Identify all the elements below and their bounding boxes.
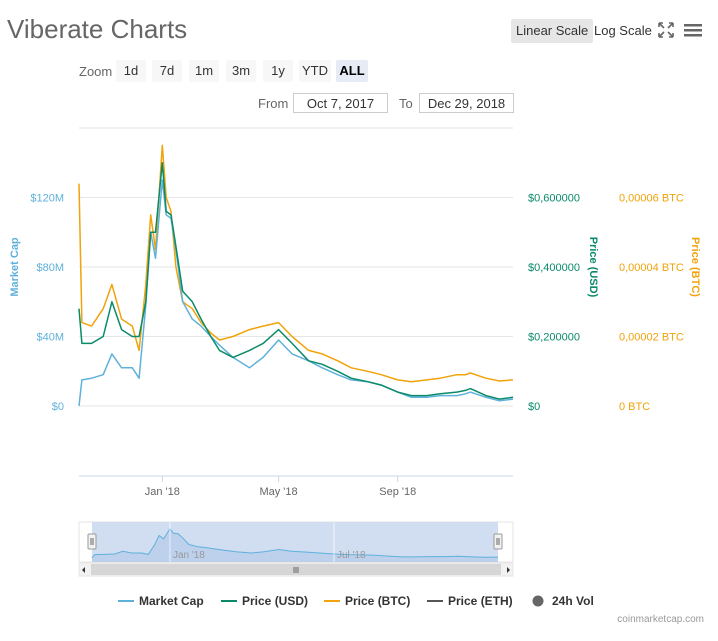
zoom-1m-button[interactable]: 1m bbox=[189, 60, 219, 82]
price-usd-tick: $0,400000 bbox=[528, 262, 580, 274]
navigator-area bbox=[92, 528, 498, 562]
zoom-ytd-button[interactable]: YTD bbox=[299, 60, 331, 82]
navigator-line bbox=[91, 527, 499, 559]
market-cap-axis: $0 $40M $80M $120M Market Cap bbox=[9, 193, 64, 414]
market-cap-tick: $80M bbox=[36, 262, 64, 274]
price-btc-line bbox=[78, 144, 514, 383]
price-usd-axis-title: Price (USD) bbox=[587, 237, 599, 298]
market-cap-axis-title: Market Cap bbox=[9, 237, 21, 297]
log-scale-button[interactable]: Log Scale bbox=[594, 23, 652, 38]
chart-title: Viberate Charts bbox=[7, 14, 188, 44]
price-usd-line bbox=[78, 162, 514, 400]
price-usd-axis: $0 $0,200000 $0,400000 $0,600000 Price (USD) bbox=[528, 193, 599, 414]
price-btc-axis: 0 BTC 0,00002 BTC 0,00004 BTC 0,00006 BTC Pr… bbox=[619, 193, 701, 414]
x-tick-label: Jan '18 bbox=[145, 486, 180, 498]
zoom-all-button[interactable]: ALL bbox=[336, 60, 368, 82]
legend-item-label[interactable]: Market Cap bbox=[139, 594, 204, 608]
zoom-1y-button[interactable]: 1y bbox=[263, 60, 293, 82]
series-lines bbox=[78, 144, 514, 407]
zoom-1d-button[interactable]: 1d bbox=[116, 60, 146, 82]
navigator-tick-label: Jan '18 bbox=[173, 550, 205, 561]
grid-lines bbox=[79, 127, 513, 477]
market-cap-line bbox=[78, 179, 514, 407]
market-cap-tick: $120M bbox=[30, 193, 64, 205]
range-to-label: To bbox=[399, 96, 413, 111]
navigator-left-handle[interactable] bbox=[87, 533, 97, 550]
zoom-7d-button[interactable]: 7d bbox=[152, 60, 182, 82]
x-tick-label: May '18 bbox=[259, 486, 297, 498]
legend-item-label[interactable]: Price (BTC) bbox=[345, 594, 410, 608]
price-usd-tick: $0,600000 bbox=[528, 193, 580, 205]
linear-scale-button[interactable]: Linear Scale bbox=[511, 19, 594, 43]
fullscreen-icon[interactable] bbox=[658, 22, 674, 38]
market-cap-tick: $40M bbox=[36, 332, 64, 344]
market-cap-tick: $0 bbox=[52, 401, 64, 413]
legend-marker bbox=[532, 595, 544, 607]
range-from-input[interactable]: Oct 7, 2017 bbox=[293, 93, 388, 113]
menu-icon[interactable] bbox=[683, 22, 703, 38]
price-btc-tick: 0,00004 BTC bbox=[619, 262, 684, 274]
legend: Market Cap Price (USD) Price (BTC) Price (E… bbox=[118, 594, 594, 608]
navigator-right-handle[interactable] bbox=[493, 533, 503, 550]
legend-item-label[interactable]: Price (ETH) bbox=[448, 594, 513, 608]
scroll-right-arrow-icon[interactable] bbox=[507, 567, 510, 573]
price-usd-tick: $0,200000 bbox=[528, 332, 580, 344]
x-tick-label: Sep '18 bbox=[379, 486, 416, 498]
price-btc-tick: 0,00002 BTC bbox=[619, 332, 684, 344]
legend-item-label[interactable]: Price (USD) bbox=[242, 594, 308, 608]
navigator[interactable]: Jan '18 Jul '18 bbox=[78, 521, 514, 577]
scroll-left-arrow-icon[interactable] bbox=[82, 567, 85, 573]
price-usd-tick: $0 bbox=[528, 401, 540, 413]
price-btc-tick: 0 BTC bbox=[619, 401, 650, 413]
navigator-tick-label: Jul '18 bbox=[337, 550, 366, 561]
price-btc-tick: 0,00006 BTC bbox=[619, 193, 684, 205]
range-from-label: From bbox=[258, 96, 289, 111]
zoom-label: Zoom bbox=[79, 64, 113, 79]
zoom-3m-button[interactable]: 3m bbox=[226, 60, 256, 82]
legend-item-label[interactable]: 24h Vol bbox=[552, 594, 594, 608]
x-axis: Jan '18 May '18 Sep '18 bbox=[145, 476, 416, 498]
range-to-input[interactable]: Dec 29, 2018 bbox=[419, 93, 514, 113]
credit-text: coinmarketcap.com bbox=[617, 614, 704, 625]
price-btc-axis-title: Price (BTC) bbox=[689, 237, 701, 297]
